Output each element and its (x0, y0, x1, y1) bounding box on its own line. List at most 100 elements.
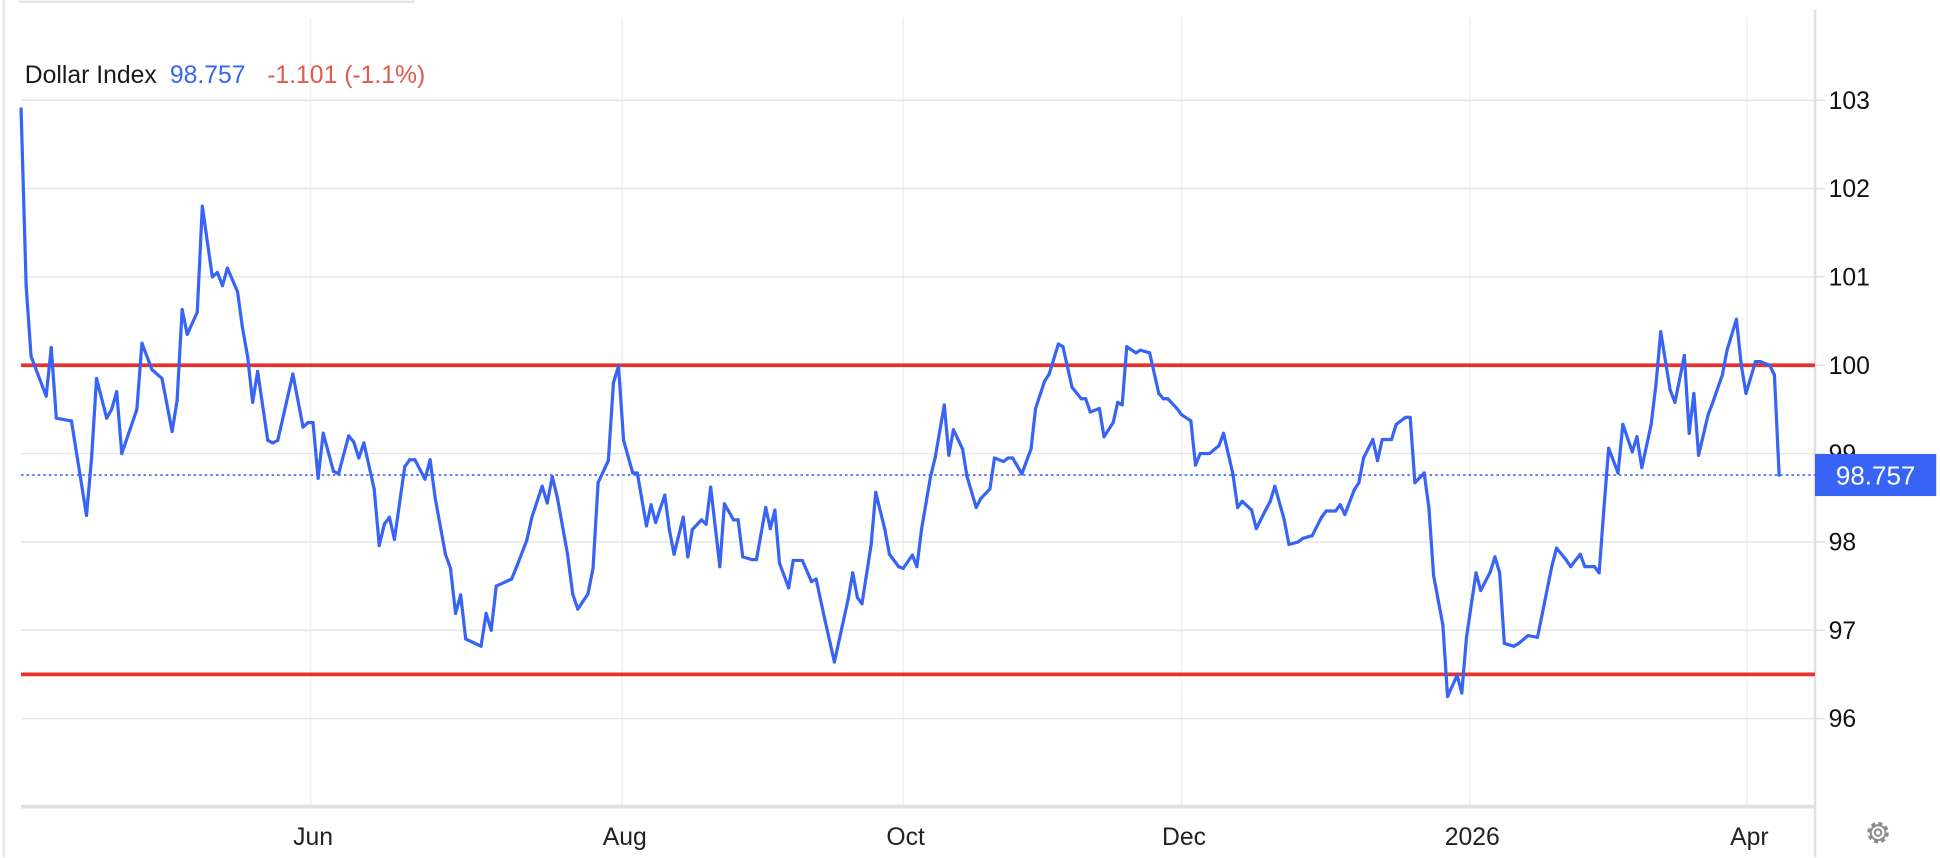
data-point (1734, 317, 1739, 321)
data-point (185, 332, 189, 336)
data-point (965, 474, 969, 479)
data-point (235, 290, 240, 294)
data-point (1333, 509, 1338, 513)
data-point (1020, 472, 1024, 476)
data-point (1640, 466, 1644, 470)
data-point (736, 518, 740, 522)
data-point (942, 403, 946, 407)
data-point (120, 451, 124, 456)
data-point (874, 490, 878, 495)
data-point (823, 619, 827, 624)
data-point (140, 341, 144, 345)
data-point (933, 456, 937, 460)
vertical-gridlines (309, 17, 1748, 807)
data-point (754, 557, 759, 562)
data-point (860, 602, 864, 606)
data-point (709, 485, 713, 489)
data-point (251, 400, 255, 404)
data-point (1455, 673, 1459, 677)
gear-icon[interactable] (1867, 821, 1889, 844)
data-point (1193, 463, 1198, 467)
data-point (1488, 570, 1492, 574)
data-point (773, 508, 777, 512)
data-point (423, 477, 427, 481)
data-point (1198, 451, 1202, 456)
data-point (362, 441, 366, 445)
data-point (1583, 565, 1587, 569)
data-point (1635, 435, 1639, 439)
data-point (621, 438, 626, 442)
data-point (1502, 641, 1506, 646)
data-point (1739, 363, 1743, 367)
data-point (464, 637, 468, 641)
data-point (800, 558, 804, 563)
data-point (387, 515, 391, 519)
data-point (291, 372, 295, 376)
data-point (1687, 431, 1691, 435)
data-point (545, 501, 549, 505)
data-point (1338, 503, 1342, 507)
data-point (704, 522, 708, 526)
data-point (316, 476, 320, 480)
y-tick-label: 103 (1829, 88, 1870, 115)
data-point (245, 354, 250, 359)
data-point (1102, 435, 1106, 439)
data-point (1011, 456, 1015, 460)
data-point (49, 345, 53, 350)
data-points (19, 107, 1781, 699)
data-point (1357, 481, 1361, 485)
x-tick-label: Apr (1730, 824, 1768, 851)
data-point (1706, 413, 1710, 417)
data-point (484, 611, 488, 616)
data-point (951, 428, 956, 432)
y-tick-label: 97 (1829, 618, 1857, 645)
data-point (722, 502, 727, 506)
data-point (768, 527, 772, 531)
data-point (1493, 555, 1497, 559)
data-point (1673, 400, 1677, 404)
chart-header: Dollar Index 98.757 -1.101 (-1.1%) (25, 62, 426, 89)
data-point (915, 565, 919, 569)
data-point (910, 553, 914, 557)
data-point (276, 438, 280, 442)
data-point (586, 592, 590, 596)
data-point (1682, 353, 1686, 358)
data-point (180, 307, 184, 312)
data-point (1175, 406, 1179, 411)
data-point (44, 394, 48, 398)
data-point (565, 552, 570, 556)
price-change: -1.101 (-1.1%) (267, 62, 425, 89)
data-point (408, 458, 412, 462)
data-point (1138, 348, 1143, 352)
data-point (1120, 403, 1124, 407)
data-point (1767, 363, 1772, 367)
data-point (1744, 391, 1748, 396)
data-point (1148, 351, 1152, 355)
data-point (413, 458, 417, 462)
data-point (1231, 472, 1235, 476)
data-point (1249, 508, 1254, 512)
data-point (1320, 515, 1324, 519)
data-point (1758, 360, 1762, 364)
data-point (29, 354, 33, 359)
data-point (1301, 536, 1305, 540)
data-point (1696, 453, 1701, 457)
x-tick-label: Aug (603, 824, 647, 851)
data-point (1134, 351, 1138, 355)
y-axis-ticks: 96979899100101102103 (1815, 88, 1870, 733)
data-point (1607, 446, 1611, 450)
data-point (1554, 546, 1559, 550)
data-point (1441, 623, 1445, 627)
data-point (377, 543, 381, 548)
data-point (1001, 459, 1006, 464)
data-point (1630, 450, 1634, 454)
data-point (741, 555, 745, 559)
data-point (89, 456, 94, 460)
data-point (525, 538, 529, 542)
horizontal-gridlines (21, 99, 1816, 720)
reference-lines (21, 363, 1816, 677)
data-point (851, 571, 855, 575)
data-point (654, 520, 658, 525)
data-point (686, 555, 690, 559)
